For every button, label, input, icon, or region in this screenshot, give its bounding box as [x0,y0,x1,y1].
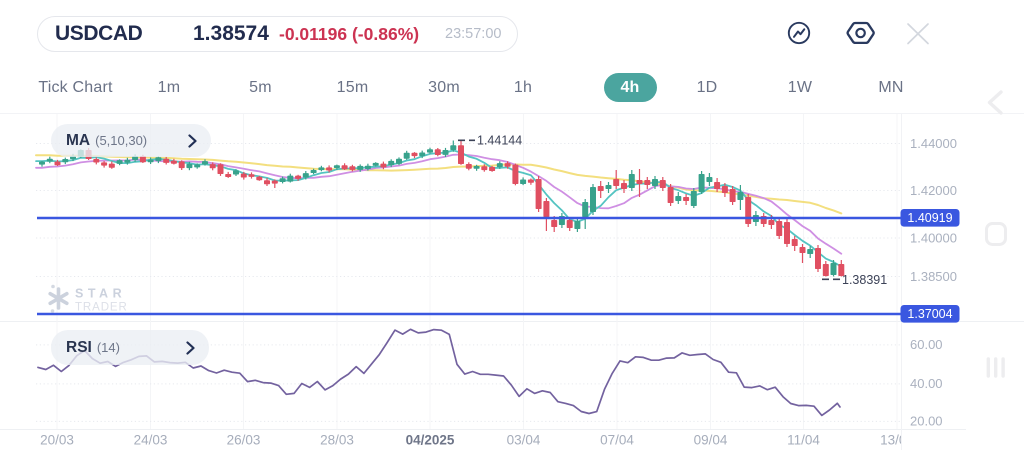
svg-text:03/04: 03/04 [507,433,541,448]
svg-text:07/04: 07/04 [600,433,634,448]
svg-text:1.40000: 1.40000 [910,230,957,245]
svg-text:20.00: 20.00 [910,414,943,429]
svg-text:1.42000: 1.42000 [910,183,957,198]
svg-text:1.44144: 1.44144 [477,134,522,148]
svg-text:13/04: 13/04 [880,433,914,448]
svg-text:STAR: STAR [75,287,126,301]
svg-text:TRADER: TRADER [75,302,128,314]
svg-text:26/03: 26/03 [227,433,261,448]
svg-text:1.38500: 1.38500 [910,269,957,284]
svg-text:24/03: 24/03 [134,433,168,448]
svg-text:1.40919: 1.40919 [907,211,952,225]
svg-text:1.44000: 1.44000 [910,136,957,151]
svg-text:11/04: 11/04 [787,433,820,448]
svg-text:04/2025: 04/2025 [406,433,455,448]
svg-text:60.00: 60.00 [910,337,943,352]
svg-text:28/03: 28/03 [320,433,354,448]
svg-text:1.38391: 1.38391 [842,273,887,287]
svg-text:20/03: 20/03 [40,433,74,448]
svg-text:40.00: 40.00 [910,376,943,391]
svg-text:1.37004: 1.37004 [907,307,952,321]
svg-text:09/04: 09/04 [694,433,728,448]
